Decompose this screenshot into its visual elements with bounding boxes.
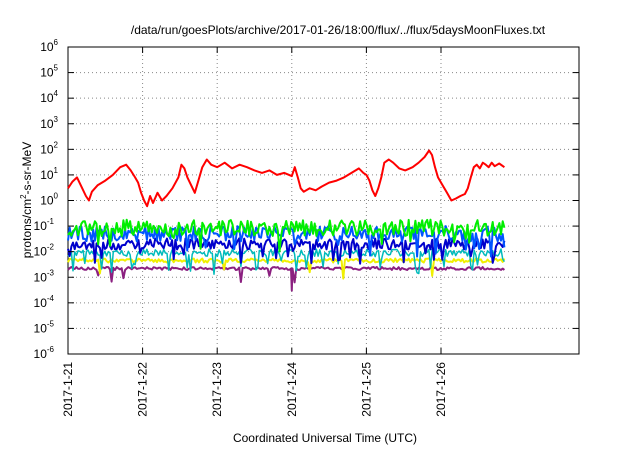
y-tick-base: 10: [34, 270, 48, 284]
y-tick-exponent: -3: [47, 268, 55, 277]
x-axis-label: Coordinated Universal Time (UTC): [233, 431, 417, 445]
axis-ticks: 2017-1-21 2017-1-22 2017-1-23 2017-1-24 2017…: [34, 38, 579, 417]
y-tick-exponent: 3: [54, 115, 59, 124]
x-tick-label: 2017-1-21: [61, 362, 75, 417]
x-tick-label: 2017-1-25: [359, 362, 373, 417]
y-tick-base: 10: [34, 219, 48, 233]
y-tick-label: 106: [40, 38, 58, 54]
y-tick-exponent: 2: [54, 140, 59, 149]
x-tick-label: 2017-1-24: [285, 362, 299, 417]
y-tick-label: 10-3: [34, 268, 55, 284]
y-tick-base: 10: [34, 245, 48, 259]
y-tick-base: 10: [40, 142, 54, 156]
series-line: [67, 218, 506, 253]
y-tick-label: 104: [40, 89, 58, 105]
y-tick-exponent: -6: [47, 345, 55, 354]
y-tick-base: 10: [40, 117, 54, 131]
series-line: [67, 257, 506, 280]
y-tick-base: 10: [40, 91, 54, 105]
y-tick-base: 10: [40, 194, 54, 208]
y-tick-label: 105: [40, 64, 58, 80]
y-tick-base: 10: [34, 321, 48, 335]
y-tick-exponent: 0: [54, 192, 59, 201]
y-tick-base: 10: [40, 40, 54, 54]
x-tick-label: 2017-1-26: [434, 362, 448, 417]
series-layer: [67, 149, 506, 292]
series-line: [67, 237, 506, 265]
y-tick-exponent: 6: [54, 38, 59, 47]
y-tick-label: 10-6: [34, 345, 55, 361]
series-line: [67, 266, 506, 292]
y-tick-label: 10-5: [34, 319, 55, 335]
y-tick-label: 103: [40, 115, 58, 131]
y-tick-exponent: -1: [47, 217, 55, 226]
y-tick-exponent: 1: [54, 166, 59, 175]
y-axis-label-suffix: -s-sr-MeV: [20, 142, 34, 195]
y-tick-base: 10: [34, 296, 48, 310]
y-tick-label: 100: [40, 192, 58, 208]
y-tick-label: 10-1: [34, 217, 55, 233]
y-tick-label: 10-2: [34, 243, 55, 259]
x-tick-label: 2017-1-23: [210, 362, 224, 417]
y-axis-label-prefix: protons/cm: [20, 199, 34, 258]
y-tick-exponent: 5: [54, 64, 59, 73]
x-tick-label: 2017-1-22: [136, 362, 150, 417]
y-tick-exponent: -4: [47, 294, 55, 303]
y-tick-exponent: -5: [47, 319, 55, 328]
chart-title: /data/run/goesPlots/archive/2017-01-26/1…: [131, 23, 546, 37]
y-axis-label: protons/cm2-s-sr-MeV: [19, 142, 34, 258]
y-tick-base: 10: [34, 347, 48, 361]
y-tick-base: 10: [40, 168, 54, 182]
series-line: [67, 248, 506, 275]
y-tick-base: 10: [40, 66, 54, 80]
y-axis-label-sup: 2: [19, 194, 28, 199]
series-line: [67, 149, 505, 208]
y-tick-exponent: -2: [47, 243, 55, 252]
y-tick-label: 101: [40, 166, 58, 182]
y-tick-exponent: 4: [54, 89, 59, 98]
y-tick-label: 10-4: [34, 294, 55, 310]
y-tick-label: 102: [40, 140, 58, 156]
